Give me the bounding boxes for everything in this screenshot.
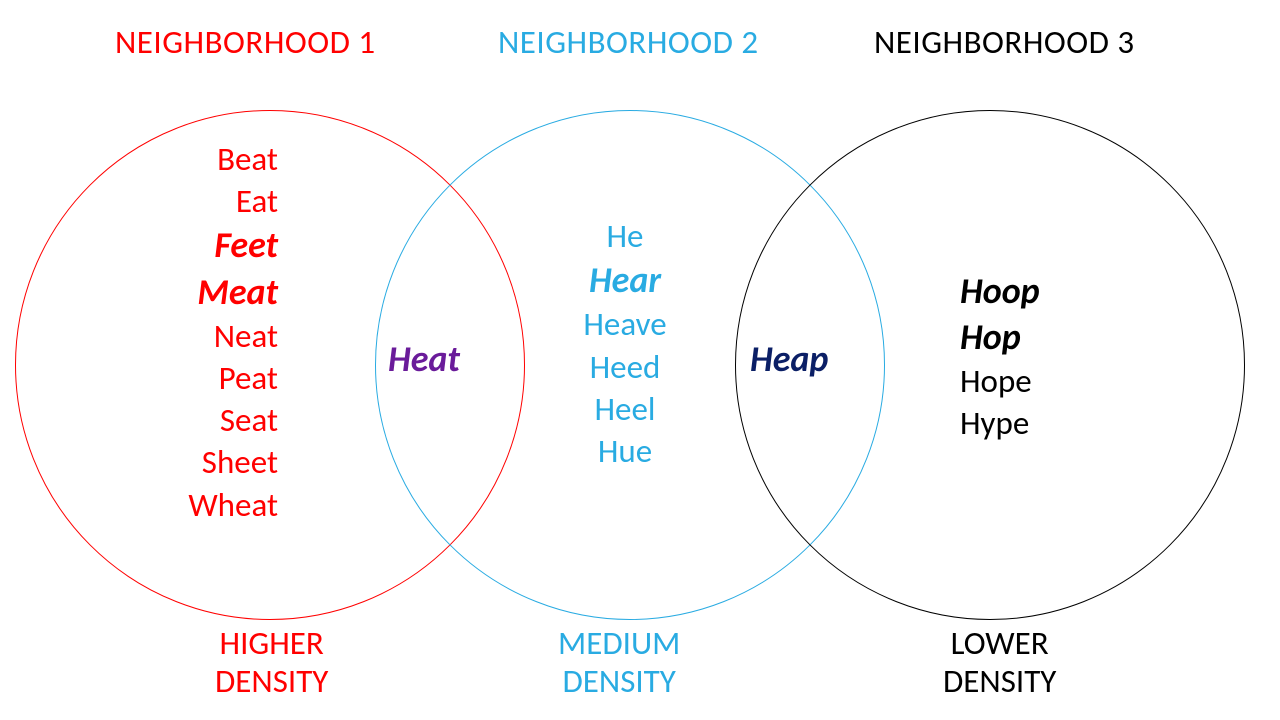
word-item: Hope bbox=[960, 360, 1032, 402]
word-item: Wheat bbox=[188, 484, 278, 526]
footer-line: HIGHER bbox=[215, 625, 328, 663]
word-item: Neat bbox=[214, 315, 278, 357]
word-item: Beat bbox=[217, 138, 278, 180]
footer-line: DENSITY bbox=[943, 663, 1056, 701]
word-item: Sheet bbox=[202, 441, 278, 483]
overlap-word-23: Heap bbox=[750, 337, 828, 381]
word-item: Meat bbox=[197, 269, 278, 315]
header-neighborhood-1: NEIGHBORHOOD 1 bbox=[115, 22, 376, 62]
word-item: Eat bbox=[236, 180, 278, 222]
word-item: Heel bbox=[595, 388, 656, 430]
footer-line: LOWER bbox=[943, 625, 1056, 663]
footer-line: DENSITY bbox=[558, 663, 680, 701]
word-item: Hype bbox=[960, 402, 1029, 444]
word-item: Hoop bbox=[960, 268, 1040, 314]
word-item: Hop bbox=[960, 314, 1021, 360]
word-item: Heed bbox=[590, 346, 661, 388]
word-item: He bbox=[607, 215, 644, 257]
footer-line: MEDIUM bbox=[558, 625, 680, 663]
venn-diagram: NEIGHBORHOOD 1 NEIGHBORHOOD 2 NEIGHBORHO… bbox=[0, 0, 1280, 720]
footer-density-1: HIGHER DENSITY bbox=[215, 625, 328, 701]
footer-density-2: MEDIUM DENSITY bbox=[558, 625, 680, 701]
word-item: Heave bbox=[583, 303, 666, 345]
header-neighborhood-3: NEIGHBORHOOD 3 bbox=[874, 22, 1135, 62]
footer-density-3: LOWER DENSITY bbox=[943, 625, 1056, 701]
wordlist-2: HeHearHeaveHeedHeelHue bbox=[555, 215, 695, 472]
word-item: Hear bbox=[589, 257, 661, 303]
word-item: Seat bbox=[220, 399, 278, 441]
wordlist-1: BeatEatFeetMeatNeatPeatSeatSheetWheat bbox=[108, 138, 278, 526]
overlap-word-12: Heat bbox=[388, 337, 460, 381]
footer-line: DENSITY bbox=[215, 663, 328, 701]
word-item: Peat bbox=[219, 357, 278, 399]
header-neighborhood-2: NEIGHBORHOOD 2 bbox=[498, 22, 759, 62]
word-item: Hue bbox=[598, 430, 652, 472]
word-item: Feet bbox=[214, 222, 278, 268]
wordlist-3: HoopHopHopeHype bbox=[960, 268, 1130, 445]
